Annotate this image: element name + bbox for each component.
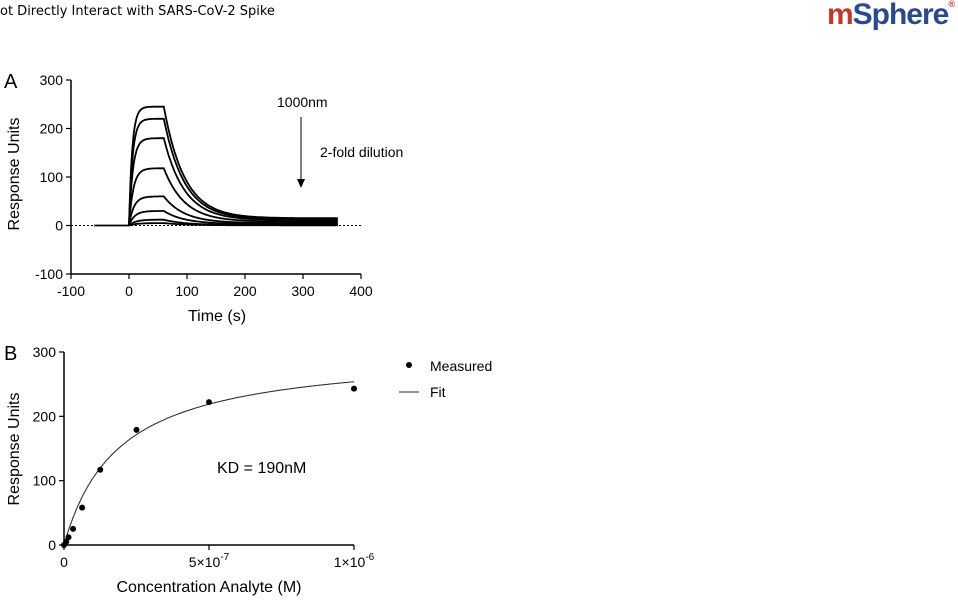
panel-b-measured-point — [63, 538, 70, 545]
panel-a-annotation-top: 1000nm — [277, 94, 328, 110]
panel-a-x-tick-label: 200 — [233, 283, 257, 299]
panel-b-x-tick-label: 0 — [60, 554, 68, 570]
panel-b-x-tick-exponent: -6 — [365, 552, 374, 563]
panel-b-y-tick-label: 0 — [48, 537, 56, 553]
panel-a-x-tick-label: 100 — [175, 283, 199, 299]
panel-a-x-tick-label: 300 — [291, 283, 315, 299]
panel-a-sensorgram-curve — [128, 117, 338, 226]
panel-b-y-tick-label: 300 — [33, 344, 57, 360]
panel-b-y-axis-label: Response Units — [6, 393, 23, 506]
panel-b-x-tick-label: 5×10-7 — [189, 552, 230, 570]
panel-a-annotation-dilution: 2-fold dilution — [320, 144, 403, 160]
panel-b-x-axis-label: Concentration Analyte (M) — [117, 579, 302, 596]
panel-a-sensorgram-curve — [128, 105, 338, 226]
legend-fit-label: Fit — [430, 384, 446, 400]
panel-b-y-tick-label: 200 — [33, 408, 57, 424]
panel-a-x-tick-label: 0 — [125, 283, 133, 299]
panel-a-label: A — [4, 71, 18, 93]
panel-b-x-tick-exponent: -7 — [220, 552, 229, 563]
panel-a-sensorgram-curve — [128, 222, 338, 227]
panel-b-label: B — [4, 343, 17, 365]
panel-b-y-tick-label: 100 — [33, 473, 57, 489]
panel-a-x-tick-label: 400 — [349, 283, 373, 299]
panel-a-y-axis-label: Response Units — [6, 118, 23, 231]
legend-measured-label: Measured — [430, 358, 492, 374]
panel-a-x-axis-label: Time (s) — [188, 308, 246, 325]
panel-b-measured-point — [65, 534, 72, 541]
panel-b-measured-point — [97, 466, 104, 473]
panel-a-plot: -100 0 100 200 300 -100 0 100 200 300 400 — [35, 72, 373, 299]
panel-a-sensorgram-curve — [128, 209, 338, 226]
panel-a-y-tick-label: 100 — [40, 169, 64, 185]
panel-a-sensorgram-curve — [128, 195, 338, 226]
panel-b-measured-point — [70, 525, 77, 532]
page-header-title: ot Directly Interact with SARS-CoV-2 Spi… — [0, 4, 275, 19]
panel-b-kd-annotation: KD = 190nM — [217, 460, 306, 477]
panel-a-y-tick-label: 300 — [40, 72, 64, 88]
panel-a-x-tick-label: -100 — [57, 283, 85, 299]
panel-b-fit-curve — [63, 381, 355, 546]
legend-measured-marker — [406, 362, 412, 368]
panel-a-sensorgram-curve — [128, 167, 338, 226]
panel-a-y-tick-label: -100 — [35, 266, 63, 282]
panel-a-y-tick-label: 0 — [55, 218, 63, 234]
panel-a-sensorgram-curve — [128, 137, 338, 226]
msphere-logo: mSphere® — [826, 0, 955, 31]
panel-b-x-tick-label: 1×10-6 — [334, 552, 375, 570]
panel-b-measured-point — [206, 399, 212, 406]
panel-b-measured-point — [133, 426, 140, 433]
panel-b-measured-point — [79, 504, 86, 511]
panel-a-y-tick-label: 200 — [40, 121, 64, 137]
dilution-arrow-head — [297, 179, 305, 188]
panel-b-measured-point — [351, 385, 357, 392]
panel-b-plot: 0 100 200 300 0 5×10-7 1×10-6 — [33, 344, 375, 570]
